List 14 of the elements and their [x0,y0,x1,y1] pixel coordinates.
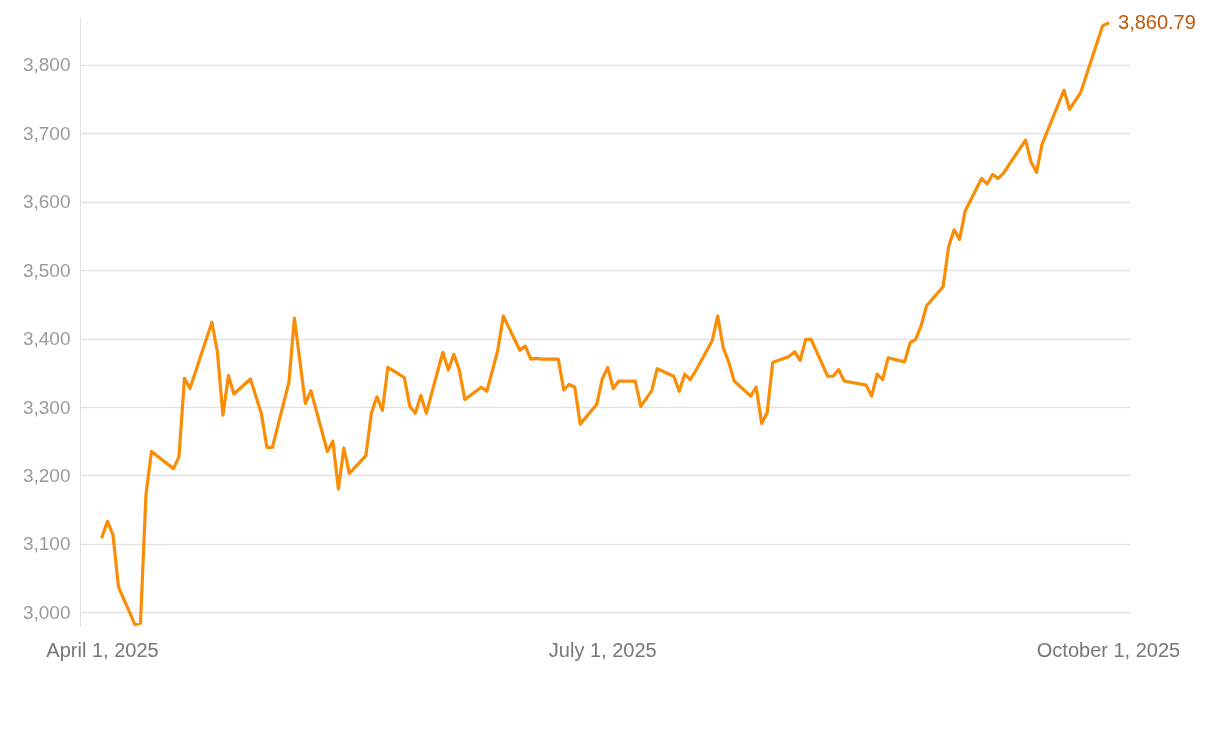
annotation: 3,860.79 [1118,11,1196,34]
y-tick-label: 3,200 [22,464,71,486]
y-tick-label: 3,600 [22,191,71,213]
line-series [100,21,1110,627]
y-tick-label: 3,500 [22,259,71,281]
x-tick-label: October 1, 2025 [1036,638,1181,661]
y-tick-label: 3,700 [22,122,71,144]
y-tick-label: 3,300 [22,396,71,418]
x-tick-label: April 1, 2025 [46,638,159,661]
y-tick-label: 3,100 [22,533,71,555]
y-tick-label: 3,800 [22,54,71,76]
x-tick-label: July 1, 2025 [548,638,657,661]
y-tick-label: 3,400 [22,328,71,350]
y-tick-label: 3,000 [22,601,71,623]
